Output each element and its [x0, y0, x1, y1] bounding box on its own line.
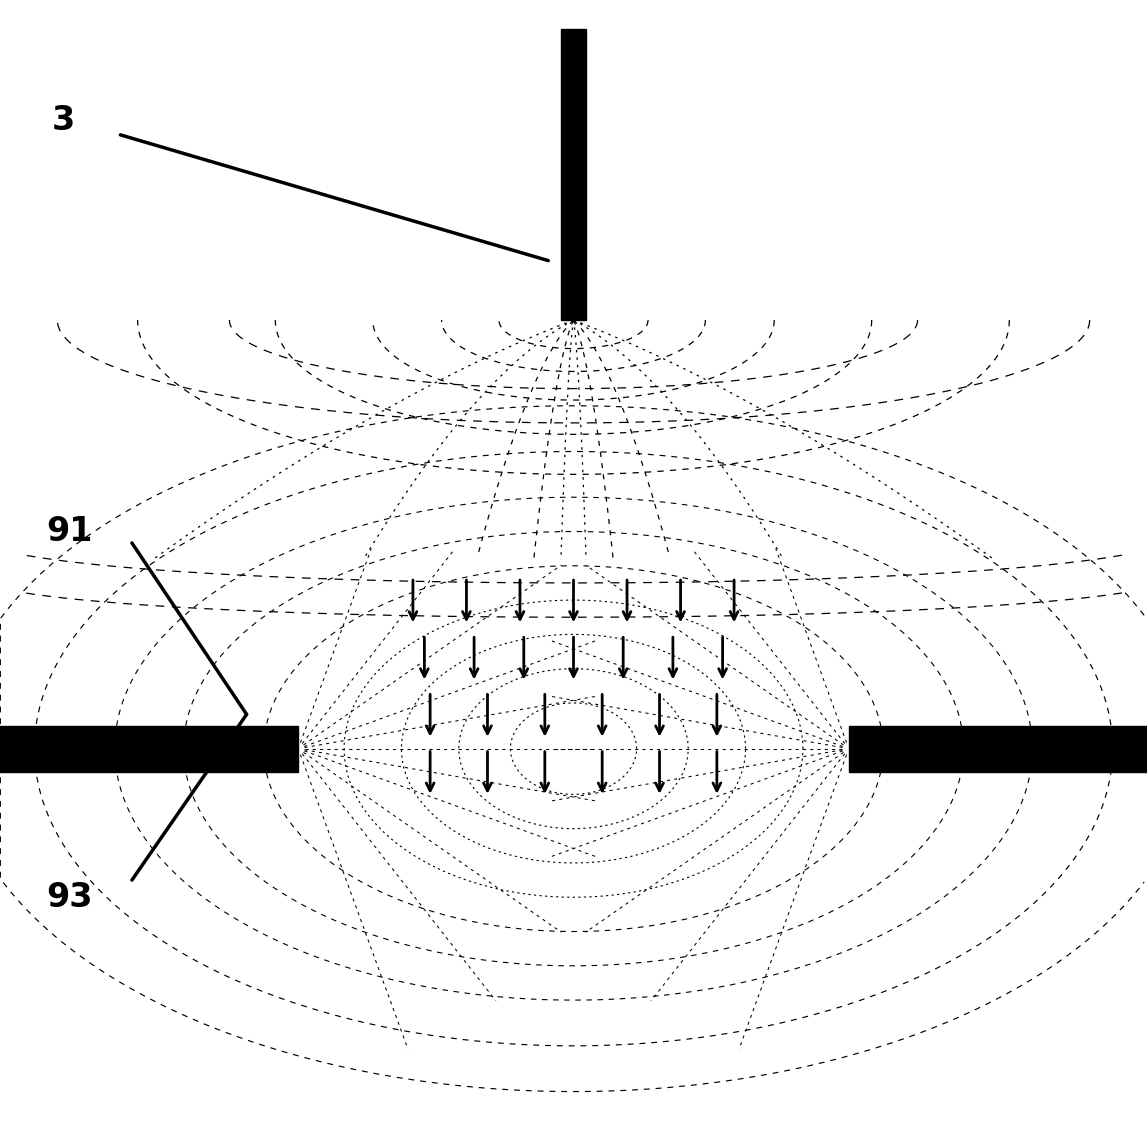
Bar	[561, 29, 586, 320]
Text: 93: 93	[46, 881, 93, 913]
Bar	[849, 726, 1147, 772]
Bar	[0, 726, 298, 772]
Text: 3: 3	[52, 104, 75, 136]
Text: 91: 91	[46, 515, 92, 547]
